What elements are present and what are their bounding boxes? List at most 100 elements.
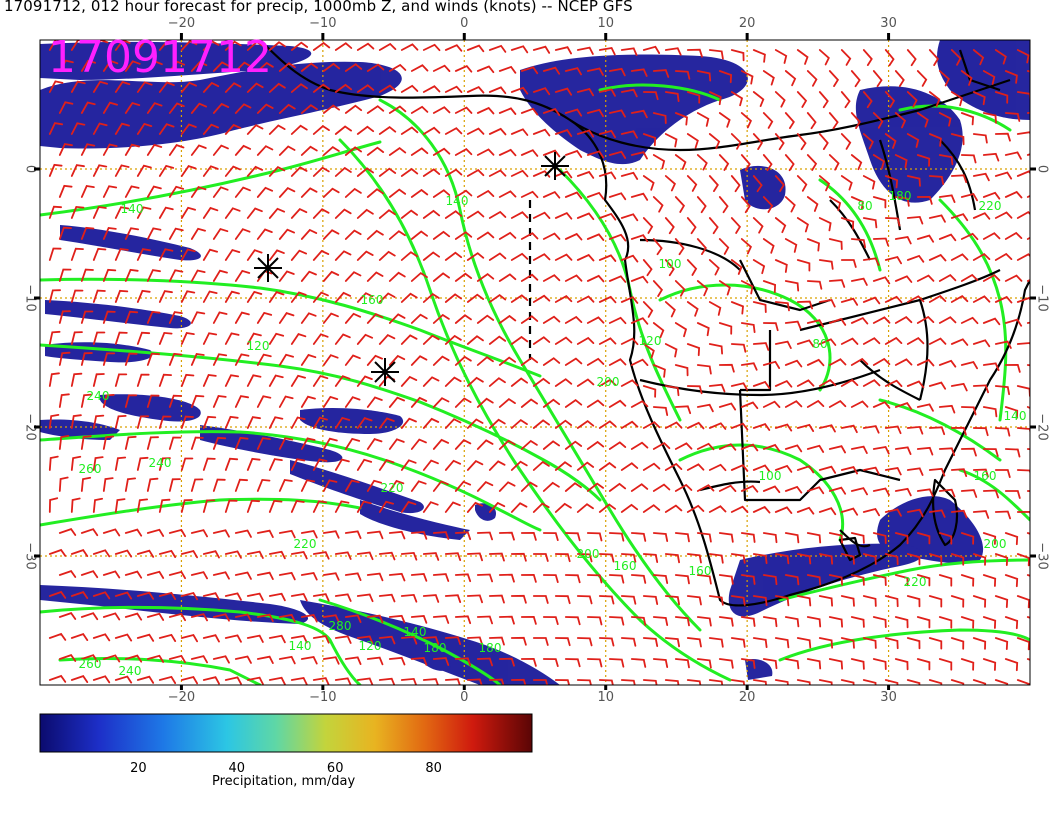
wind-barb xyxy=(862,49,873,66)
wind-barb xyxy=(982,574,997,587)
wind-barb xyxy=(806,399,825,408)
wind-barb xyxy=(256,655,274,664)
wind-barb xyxy=(300,270,317,282)
wind-barb xyxy=(388,271,406,282)
wind-barb xyxy=(454,314,472,324)
wind-barb xyxy=(92,675,111,684)
wind-barb xyxy=(278,103,296,114)
wind-barb xyxy=(432,189,451,198)
wind-barb xyxy=(796,637,812,649)
wind-barb xyxy=(488,169,507,177)
wind-barb xyxy=(322,437,338,450)
wind-barb xyxy=(806,319,824,328)
wind-barb xyxy=(168,185,185,198)
wind-barb xyxy=(278,529,296,539)
wind-barb xyxy=(938,273,957,282)
wind-barb xyxy=(454,147,473,156)
wind-barb xyxy=(334,635,352,644)
wind-barb xyxy=(92,414,105,429)
wind-barb xyxy=(268,676,286,685)
wind-barb xyxy=(180,123,197,135)
wind-barb xyxy=(894,574,909,587)
wind-barb xyxy=(80,226,95,240)
wind-barb xyxy=(378,292,396,303)
contour-label: 80 xyxy=(857,199,872,213)
wind-barb xyxy=(466,636,483,646)
wind-barb xyxy=(356,167,374,177)
wind-barb xyxy=(972,49,985,66)
wind-barb xyxy=(300,529,318,539)
lon-tick-label-bottom: 30 xyxy=(880,690,897,705)
wind-barb xyxy=(818,49,830,66)
wind-barb xyxy=(576,503,594,513)
wind-barb xyxy=(994,171,1013,180)
wind-barb xyxy=(884,175,899,189)
wind-barb xyxy=(290,124,308,135)
wind-barb xyxy=(928,595,943,608)
wind-barb xyxy=(102,352,116,366)
wind-barb xyxy=(872,196,887,209)
wind-barb xyxy=(960,232,979,241)
wind-barb xyxy=(862,679,877,685)
wind-barb xyxy=(840,595,855,607)
wind-barb xyxy=(774,553,790,565)
wind-barb xyxy=(554,170,573,179)
wind-barb xyxy=(322,145,340,156)
wind-barb xyxy=(674,574,690,585)
wind-barb xyxy=(730,217,742,234)
wind-barb xyxy=(290,458,306,471)
wind-barb xyxy=(444,459,462,471)
wind-barb xyxy=(608,109,626,118)
wind-barb xyxy=(598,88,616,97)
wind-barb xyxy=(256,311,273,324)
wind-barb xyxy=(124,227,139,240)
wind-barb xyxy=(696,442,715,451)
wind-barb xyxy=(290,416,306,429)
wind-barb xyxy=(246,332,262,345)
wind-barb xyxy=(322,312,339,324)
wind-barb xyxy=(586,440,605,450)
wind-barb xyxy=(806,358,825,367)
wind-barb xyxy=(730,175,741,193)
wind-barb xyxy=(124,101,141,114)
wind-barb xyxy=(102,227,117,240)
wind-barb xyxy=(454,106,473,114)
wind-barb xyxy=(410,147,429,156)
wind-barb xyxy=(256,571,274,580)
wind-barb xyxy=(862,507,880,517)
wind-barb xyxy=(928,253,947,262)
wind-barb xyxy=(180,549,198,559)
wind-barb xyxy=(158,549,177,558)
wind-barb xyxy=(840,679,855,685)
wind-barb xyxy=(664,504,683,513)
wind-barb xyxy=(884,508,902,517)
wind-barb xyxy=(532,87,551,96)
wind-barb xyxy=(916,70,928,87)
wind-barb xyxy=(378,125,397,135)
wind-barb xyxy=(312,249,330,261)
wind-barb xyxy=(872,276,891,285)
wind-barb xyxy=(498,573,515,583)
wind-barb xyxy=(630,574,647,584)
wind-barb xyxy=(796,175,808,192)
wind-barb xyxy=(290,551,308,560)
wind-barb xyxy=(928,467,946,477)
wind-barb xyxy=(586,482,604,492)
wind-barb xyxy=(696,196,707,214)
wind-barb xyxy=(774,91,786,108)
wind-barb xyxy=(158,81,175,93)
wind-barb xyxy=(740,484,759,493)
wind-barb xyxy=(730,343,747,353)
wind-barb xyxy=(234,478,248,492)
wind-barb xyxy=(674,154,687,170)
wind-barb xyxy=(344,312,362,324)
wind-barb xyxy=(686,217,697,235)
wind-barb xyxy=(410,271,428,282)
wind-barb xyxy=(652,616,669,626)
wind-barb xyxy=(202,81,220,93)
wind-barb xyxy=(322,270,340,282)
wind-barb xyxy=(190,61,208,72)
wind-barb xyxy=(994,385,1010,396)
wind-barb xyxy=(696,364,712,375)
wind-barb xyxy=(762,196,774,213)
